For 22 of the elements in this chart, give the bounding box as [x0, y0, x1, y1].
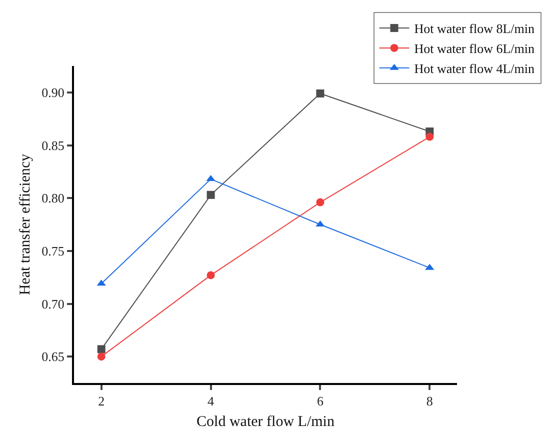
y-tick-label: 0.75	[42, 243, 64, 258]
legend-label: Hot water flow 8L/min	[414, 21, 535, 36]
x-tick-label: 4	[208, 394, 215, 409]
point	[426, 132, 434, 141]
y-tick-label: 0.80	[42, 190, 64, 206]
x-tick-label: 2	[98, 394, 105, 409]
y-tick-label: 0.90	[42, 84, 64, 100]
point	[97, 352, 106, 361]
point	[97, 345, 106, 354]
y-tick-label: 0.85	[42, 138, 64, 153]
point	[206, 271, 215, 280]
x-tick-label: 6	[316, 394, 324, 409]
point	[316, 198, 324, 206]
y-axis-title: Heat transfer efficiency	[17, 153, 34, 296]
x-tick-label: 8	[426, 394, 433, 409]
legend-label: Hot water flow 6L/min	[414, 41, 535, 56]
point	[316, 89, 324, 98]
y-tick-label: 0.70	[42, 296, 64, 312]
point	[206, 190, 215, 199]
y-tick-label: 0.65	[42, 349, 64, 364]
x-axis-title: Cold water flow L/min	[196, 414, 335, 430]
legend-label: Hot water flow 4L/min	[414, 60, 535, 76]
